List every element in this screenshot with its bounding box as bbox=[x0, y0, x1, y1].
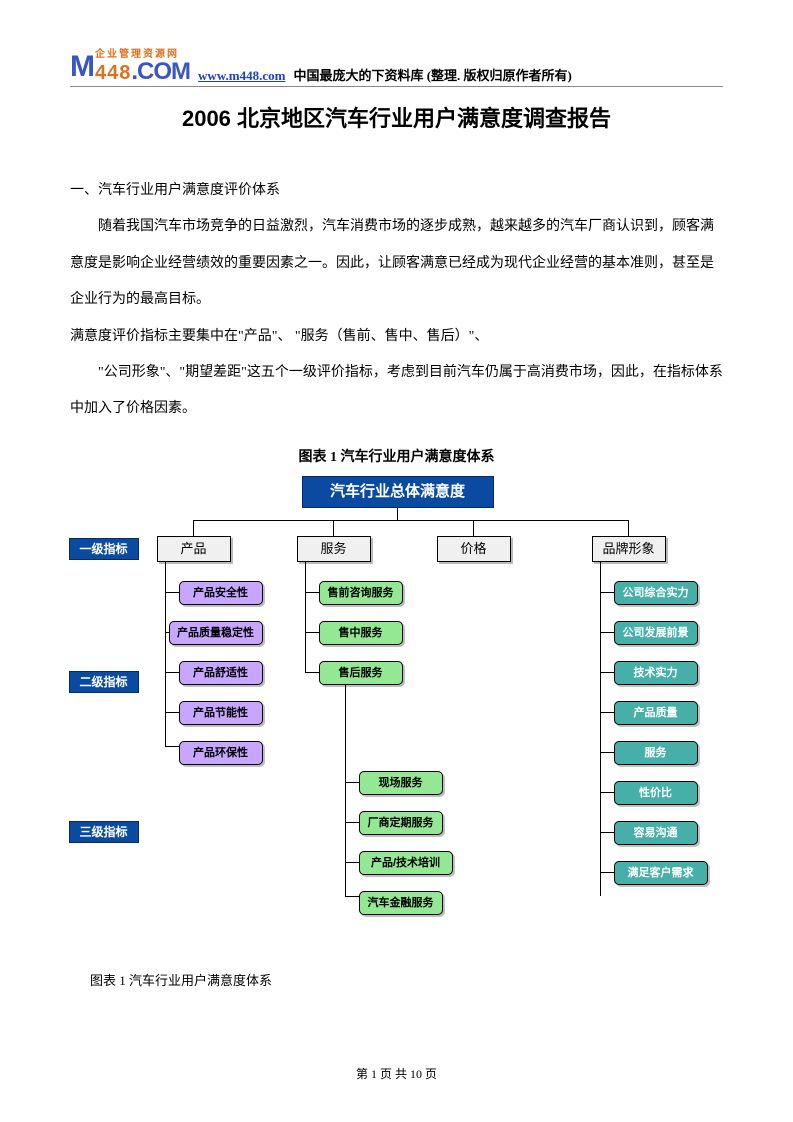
brand-child-5: 性价比 bbox=[614, 781, 698, 805]
page-title: 2006 北京地区汽车行业用户满意度调查报告 bbox=[70, 101, 723, 133]
service-l3-0: 现场服务 bbox=[359, 771, 443, 795]
product-child-0: 产品安全性 bbox=[179, 581, 263, 605]
diagram-root-node: 汽车行业总体满意度 bbox=[302, 476, 494, 508]
figure-caption: 图表 1 汽车行业用户满意度体系 bbox=[90, 970, 723, 989]
brand-child-2: 技术实力 bbox=[614, 661, 698, 685]
service-l3-1: 厂商定期服务 bbox=[359, 811, 443, 835]
brand-child-1: 公司发展前景 bbox=[614, 621, 698, 645]
satisfaction-diagram: 汽车行业总体满意度 一级指标 二级指标 三级指标 产品 服务 价格 品牌形象 产… bbox=[87, 476, 707, 946]
product-child-1: 产品质量稳定性 bbox=[169, 621, 263, 645]
body-text: 一、汽车行业用户满意度评价体系 随着我国汽车市场竞争的日益激烈，汽车消费市场的逐… bbox=[70, 173, 723, 428]
l1-price: 价格 bbox=[437, 536, 511, 562]
paragraph-2: 满意度评价指标主要集中在"产品"、 "服务（售前、售中、售后）"、 bbox=[70, 319, 723, 355]
service-l3-3: 汽车金融服务 bbox=[359, 891, 443, 915]
l1-brand: 品牌形象 bbox=[592, 536, 666, 562]
l1-service: 服务 bbox=[297, 536, 371, 562]
logo-com-text: .COM bbox=[131, 58, 190, 85]
site-logo: M 企业管理资源网 448.COM bbox=[70, 50, 190, 84]
product-child-3: 产品节能性 bbox=[179, 701, 263, 725]
level2-label: 二级指标 bbox=[69, 671, 139, 693]
site-url-link[interactable]: www.m448.com bbox=[198, 68, 285, 84]
brand-child-0: 公司综合实力 bbox=[614, 581, 698, 605]
site-desc: 中国最庞大的下资料库 (整理. 版权归原作者所有) bbox=[293, 65, 571, 84]
paragraph-3: "公司形象"、"期望差距"这五个一级评价指标，考虑到目前汽车仍属于高消费市场，因… bbox=[70, 355, 723, 428]
page-header: M 企业管理资源网 448.COM www.m448.com 中国最庞大的下资料… bbox=[70, 50, 723, 87]
service-l3-2: 产品/技术培训 bbox=[359, 851, 453, 875]
paragraph-1: 随着我国汽车市场竞争的日益激烈，汽车消费市场的逐步成熟，越来越多的汽车厂商认识到… bbox=[70, 209, 723, 318]
level3-label: 三级指标 bbox=[69, 821, 139, 843]
brand-child-6: 容易沟通 bbox=[614, 821, 698, 845]
level1-label: 一级指标 bbox=[69, 538, 139, 560]
brand-child-7: 满足客户需求 bbox=[614, 861, 708, 885]
section-heading: 一、汽车行业用户满意度评价体系 bbox=[70, 173, 723, 209]
brand-child-3: 产品质量 bbox=[614, 701, 698, 725]
service-child-2: 售后服务 bbox=[319, 661, 403, 685]
service-child-0: 售前咨询服务 bbox=[319, 581, 403, 605]
l1-product: 产品 bbox=[157, 536, 231, 562]
brand-child-4: 服务 bbox=[614, 741, 698, 765]
logo-448-text: 448 bbox=[95, 62, 131, 84]
logo-m-glyph: M bbox=[70, 50, 93, 84]
product-child-4: 产品环保性 bbox=[179, 741, 263, 765]
product-child-2: 产品舒适性 bbox=[179, 661, 263, 685]
page-footer: 第 1 页 共 10 页 bbox=[0, 1065, 793, 1082]
figure-title: 图表 1 汽车行业用户满意度体系 bbox=[70, 446, 723, 466]
service-child-1: 售中服务 bbox=[319, 621, 403, 645]
